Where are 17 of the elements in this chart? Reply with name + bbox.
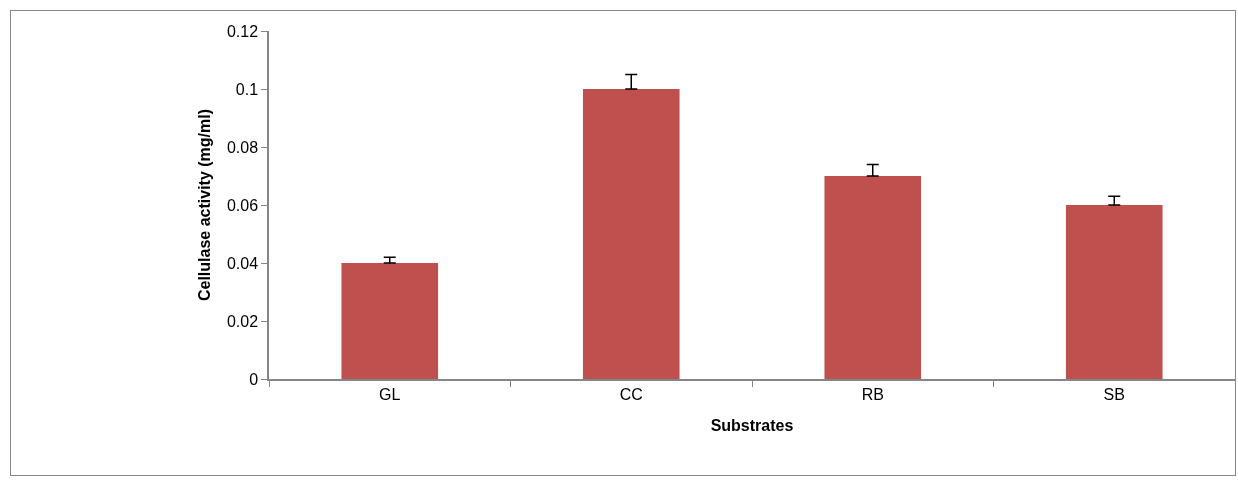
bar (341, 263, 439, 379)
x-tick-label: GL (379, 385, 401, 403)
y-tick-label: 0.12 (226, 22, 259, 40)
bar (582, 89, 680, 379)
y-tick-label: 0.08 (226, 138, 259, 156)
y-tick-label: 0 (249, 370, 259, 388)
y-tick-label: 0.02 (226, 312, 259, 330)
x-axis-title: Substrates (710, 417, 794, 435)
x-tick-label: RB (861, 385, 884, 403)
x-tick-label: CC (619, 385, 643, 403)
y-tick-label: 0.04 (226, 254, 259, 272)
y-tick-label: 0.1 (235, 80, 259, 98)
x-tick-label: SB (1103, 385, 1125, 403)
y-axis-title: Cellulase activity (mg/ml) (196, 108, 214, 302)
bar (824, 176, 922, 379)
bar (1065, 205, 1163, 379)
y-tick-label: 0.06 (226, 196, 259, 214)
